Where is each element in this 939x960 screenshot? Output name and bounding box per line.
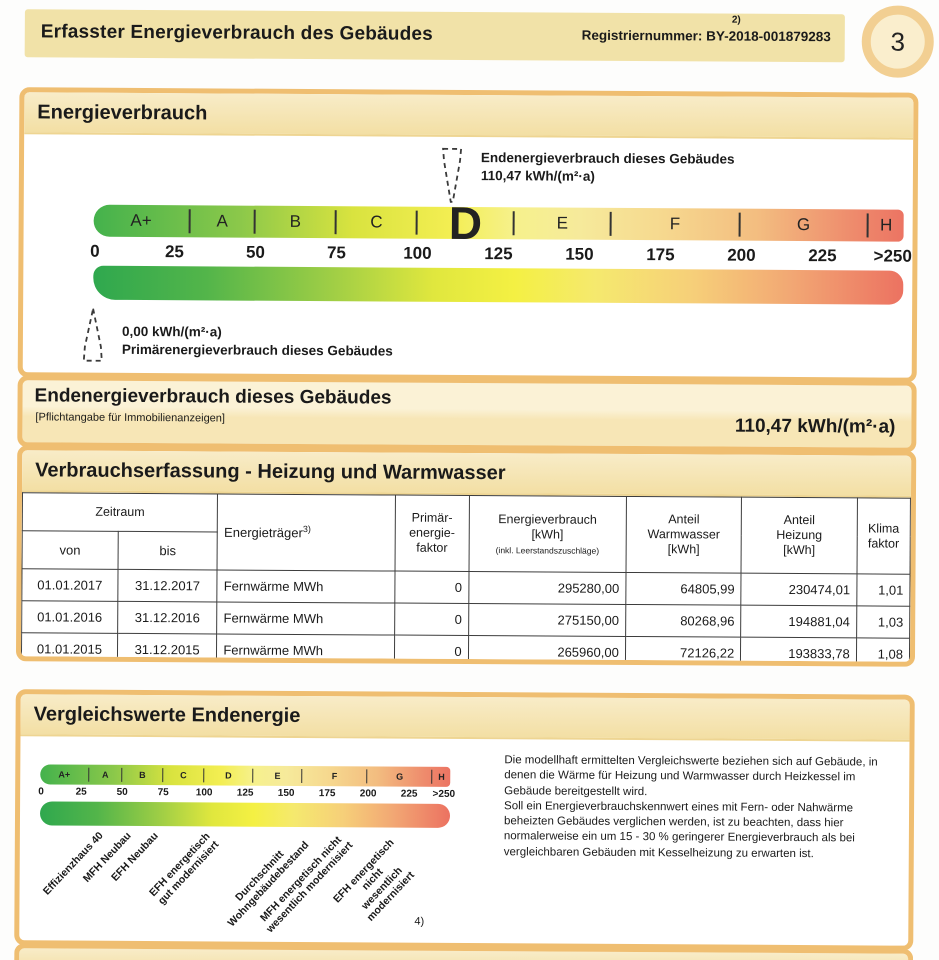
gradient-bar-small (39, 801, 451, 828)
footnote-3: 3) (302, 524, 311, 535)
page-title: Erfasster Energieverbrauch des Gebäudes (40, 21, 434, 45)
table-row: 01.01.2015 31.12.2015 Fernwärme MWh 0 26… (21, 632, 910, 667)
comparison-note: Die modellhaft ermittelten Vergleichswer… (489, 739, 909, 949)
gradient-bar (93, 265, 904, 305)
section-title: Energieverbrauch (37, 100, 208, 124)
section-title: Verbrauchserfassung - Heizung und Warmwa… (35, 458, 506, 484)
col-header-anteil-heizung: Anteil Heizung [kWh] (741, 497, 858, 575)
comparison-labels: Effizienzhaus 40 MFH Neubau EFH Neubau E… (19, 825, 490, 946)
scale-ticks: 0 25 50 75 100 125 150 175 200 225 >250 (90, 241, 912, 266)
class-strip: A+ A B C D E F G H (93, 196, 904, 249)
page-number: 3 (890, 26, 906, 57)
section-band: Vergleichswerte Endenergie (20, 694, 910, 742)
primary-value-label: 0,00 kWh/(m²·a) Primärenergieverbrauch d… (121, 323, 393, 359)
section-band: Verbrauchserfassung - Heizung und Warmwa… (21, 450, 912, 498)
col-header-bis: bis (117, 531, 218, 571)
scale-ticks-small: 0 25 50 75 100 125 150 175 200 225 >250 (38, 786, 456, 800)
comparison-scale: A+ A B C D E F G H 0 25 (19, 736, 490, 946)
col-header-energieverbrauch: Energieverbrauch [kWh] (inkl. Leerstands… (468, 495, 627, 573)
col-header-anteil-warmwasser: Anteil Warmwasser [kWh] (625, 496, 742, 574)
col-header-von: von (22, 530, 119, 570)
class-segment-current: D (417, 196, 515, 249)
comparison-paragraph-1: Die modellhaft ermittelten Vergleichswer… (504, 754, 878, 798)
col-header-energietraeger: Energieträger3) (217, 493, 396, 572)
energy-consumption-section: Energieverbrauch Endenergieverbrauch die… (17, 87, 919, 383)
col-header-zeitraum: Zeitraum (22, 492, 218, 533)
class-segment: G (740, 212, 869, 238)
class-segment: F (611, 212, 741, 237)
col-header-klimafaktor: Klima faktor (856, 497, 911, 575)
end-energy-title: Endenergieverbrauch dieses Gebäudes (34, 385, 392, 409)
class-segment: A+ (93, 208, 191, 234)
class-segment: B (255, 209, 337, 235)
col-header-note: (inkl. Leerstandszuschläge) (495, 545, 600, 556)
class-segment: A (190, 209, 256, 234)
comparison-paragraph-2: Soll ein Energieverbrauchskennwert eines… (503, 800, 855, 860)
class-strip-small: A+ A B C D E F G H (40, 764, 451, 787)
comparison-section: Vergleichswerte Endenergie A+ A B C D E … (14, 689, 915, 951)
col-header-primaerfaktor: Primär- energie- faktor (394, 495, 470, 572)
end-energy-section: Endenergieverbrauch dieses Gebäudes [Pfl… (17, 375, 917, 453)
footnote-2: 2) (731, 14, 741, 26)
table-row: 01.01.2017 31.12.2017 Fernwärme MWh 0 29… (21, 568, 910, 607)
primary-value-marker: 0,00 kWh/(m²·a) Primärenergieverbrauch d… (76, 307, 393, 365)
table-row: 01.01.2016 31.12.2016 Fernwärme MWh 0 27… (21, 600, 910, 639)
footnote-4: 4) (414, 915, 425, 928)
section-title: Vergleichswerte Endenergie (33, 702, 301, 727)
end-energy-value: 110,47 kWh/(m²·a) (734, 415, 896, 438)
energy-scale: Endenergieverbrauch dieses Gebäudes 110,… (82, 147, 912, 362)
registration-block: 2) Registriernummer: BY-2018-001879283 (582, 14, 831, 45)
class-segment: E (514, 211, 612, 236)
page-number-badge: 3 (861, 5, 934, 78)
down-arrow-icon (442, 147, 462, 203)
comparison-label: EFH energetisch gut modernisiert (147, 830, 222, 908)
end-value-marker: Endenergieverbrauch dieses Gebäudes 110,… (435, 147, 735, 207)
consumption-table: Zeitraum Energieträger3) Primär- energie… (20, 492, 911, 667)
consumption-table-section: Verbrauchserfassung - Heizung und Warmwa… (15, 445, 917, 667)
registration-number: Registriernummer: BY-2018-001879283 (581, 27, 831, 45)
end-energy-subtitle: [Pflichtangabe für Immobilienanzeigen] (35, 411, 226, 425)
end-value-label: Endenergieverbrauch dieses Gebäudes 110,… (480, 150, 735, 184)
up-arrow-icon (82, 308, 103, 362)
section-band: Energieverbrauch (24, 92, 914, 140)
class-segment: H (880, 215, 893, 235)
page-header-band: Erfasster Energieverbrauch des Gebäudes … (24, 9, 845, 63)
class-segment: C (336, 210, 419, 235)
